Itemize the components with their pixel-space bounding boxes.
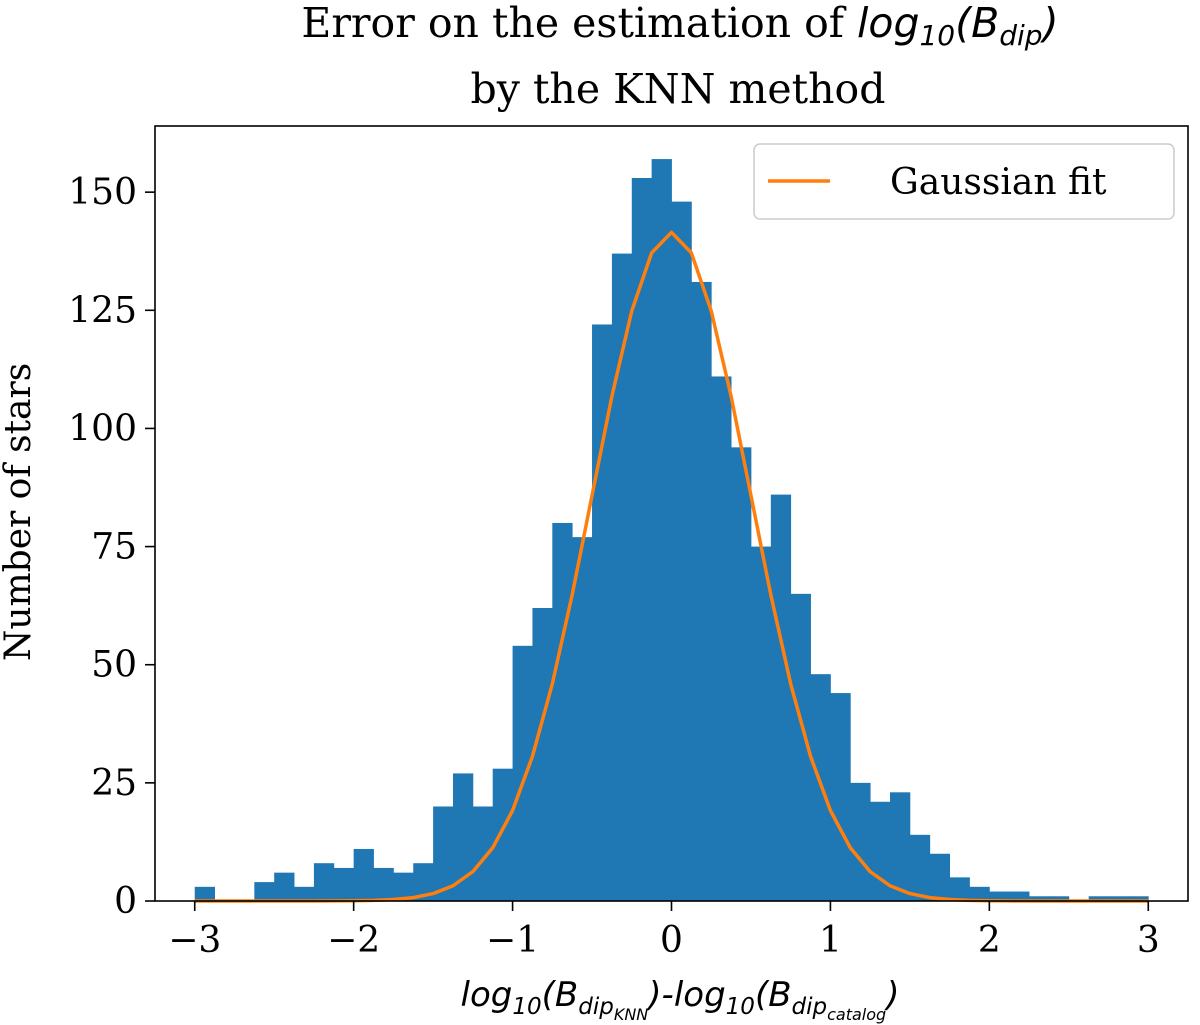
histogram-bar: [929, 853, 951, 901]
histogram-bar: [333, 867, 355, 901]
histogram-bar: [1048, 896, 1070, 901]
legend-box: [753, 143, 1175, 220]
y-tick-label: 75: [91, 527, 137, 568]
histogram-bar: [969, 886, 990, 901]
histogram-bar: [651, 159, 672, 901]
histogram-bar: [830, 693, 851, 901]
legend: Gaussian fit: [753, 143, 1175, 220]
histogram-bar: [989, 891, 1010, 901]
histogram-bar: [452, 773, 474, 901]
x-tick-label: 0: [660, 920, 683, 961]
y-tick-label: 150: [68, 172, 137, 213]
histogram-bar: [1108, 896, 1129, 901]
histogram-bar: [254, 882, 275, 901]
y-tick-label: 0: [114, 881, 137, 922]
histogram-bar: [492, 768, 513, 901]
x-tick-label: −1: [486, 920, 539, 961]
histogram-bar: [294, 886, 315, 901]
histogram-bar: [949, 877, 970, 901]
x-tick-label: −2: [327, 920, 380, 961]
histogram-bar: [572, 537, 593, 901]
histogram-bar: [870, 801, 891, 901]
histogram-bar: [790, 593, 811, 901]
histogram-bar: [313, 863, 335, 901]
x-tick-label: −3: [168, 920, 221, 961]
x-tick-label: 3: [1137, 920, 1160, 961]
x-axis-ticks: −3 −2 −1 0 1 2 3: [168, 901, 1160, 961]
chart-title-line2: by the KNN method: [471, 65, 886, 113]
x-axis-label: log10(BdipKNN)-log10(Bdipcatalog): [461, 975, 900, 1024]
histogram-bar: [691, 281, 712, 901]
histogram-bar: [274, 872, 295, 901]
histogram-bar: [631, 177, 653, 902]
y-tick-label: 25: [91, 763, 137, 804]
histogram-bar: [890, 792, 911, 901]
histogram-bar: [711, 376, 732, 902]
histogram-bar: [413, 863, 434, 901]
x-tick-label: 2: [978, 920, 1001, 961]
histogram-bar: [472, 806, 494, 901]
histogram-bar: [731, 447, 752, 901]
histogram-bar: [850, 782, 871, 901]
histogram-bar: [393, 872, 414, 901]
histogram-bar: [552, 522, 573, 901]
histogram-bars: [194, 159, 1149, 902]
chart-title-line1: Error on the estimation of log10(Bdip): [301, 0, 1058, 52]
plot-frame: [154, 125, 1189, 902]
histogram-bar: [611, 253, 633, 902]
histogram-bar: [909, 834, 931, 901]
y-tick-label: 50: [91, 645, 137, 686]
histogram-bar: [1029, 896, 1050, 901]
histogram-bar: [512, 645, 533, 901]
y-axis-ticks: 0 25 50 75 100 125 150: [68, 172, 155, 922]
x-tick-label: 1: [819, 920, 842, 961]
histogram-bar: [532, 608, 553, 901]
histogram-bar: [671, 201, 692, 902]
histogram-bar: [750, 546, 772, 901]
histogram-bar: [433, 806, 454, 901]
histogram-bar: [353, 849, 374, 901]
y-tick-label: 125: [68, 290, 137, 331]
legend-label-gaussian-fit: Gaussian fit: [890, 162, 1107, 203]
y-axis-label: Number of stars: [0, 363, 39, 661]
y-tick-label: 100: [68, 408, 137, 449]
histogram-bar: [1088, 896, 1109, 901]
histogram-bar: [1009, 891, 1030, 901]
histogram-bar: [373, 867, 394, 901]
histogram-bar: [770, 494, 792, 901]
histogram-bar: [194, 886, 215, 901]
histogram-bar: [1128, 896, 1149, 901]
